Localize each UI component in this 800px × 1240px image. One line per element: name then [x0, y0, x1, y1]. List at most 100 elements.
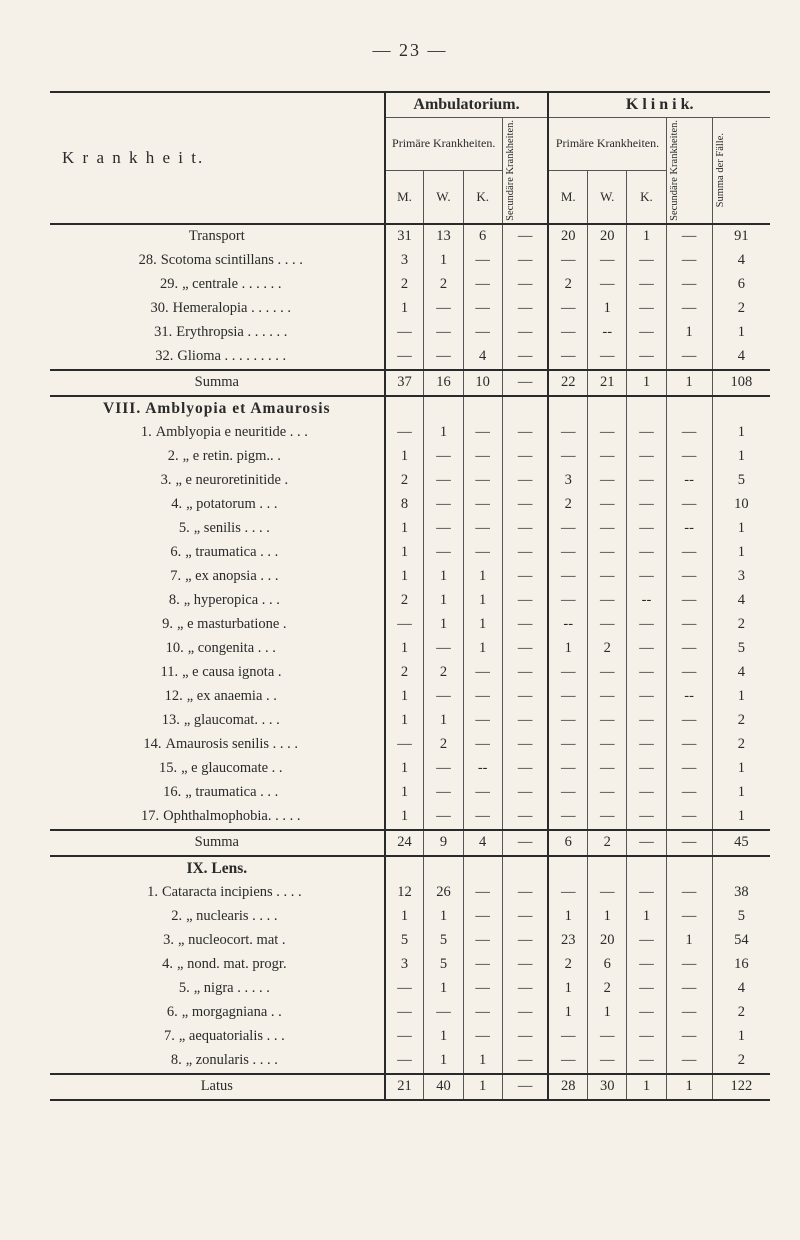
cell: 1 — [627, 370, 666, 396]
cell: 21 — [385, 1074, 424, 1100]
cell: 5 — [712, 637, 770, 661]
cell: — — [666, 421, 712, 445]
table-row: 8.„ zonularis . . . .—11—————2 — [50, 1049, 770, 1074]
cell: — — [424, 637, 463, 661]
cell: — — [588, 469, 627, 493]
table-row: 7.„ ex anopsia . . .111—————3 — [50, 565, 770, 589]
cell: 1 — [712, 421, 770, 445]
cell: -- — [666, 517, 712, 541]
cell: 1 — [463, 565, 502, 589]
table-row: 14.Amaurosis senilis . . . .—2——————2 — [50, 733, 770, 757]
cell: 1 — [712, 685, 770, 709]
cell: — — [588, 493, 627, 517]
cell: — — [588, 1049, 627, 1074]
cell: — — [666, 224, 712, 249]
cell: — — [502, 1049, 548, 1074]
cell: — — [502, 249, 548, 273]
table-row: 9.„ e masturbatione .—11—--———2 — [50, 613, 770, 637]
cell: — — [666, 273, 712, 297]
row-label: 16.„ traumatica . . . — [50, 781, 385, 805]
cell: — — [502, 733, 548, 757]
cell: — — [502, 1025, 548, 1049]
cell: — — [502, 297, 548, 321]
cell: 2 — [712, 297, 770, 321]
cell: 1 — [463, 1074, 502, 1100]
cell: — — [502, 881, 548, 905]
cell — [424, 856, 463, 881]
cell: — — [627, 273, 666, 297]
cell: 1 — [424, 977, 463, 1001]
cell: 5 — [424, 953, 463, 977]
cell: — — [627, 757, 666, 781]
cell: 24 — [385, 830, 424, 856]
cell: — — [627, 541, 666, 565]
cell — [588, 396, 627, 421]
section-heading-row: IX. Lens. — [50, 856, 770, 881]
cell: — — [424, 297, 463, 321]
cell: 1 — [712, 805, 770, 830]
cell: 2 — [588, 830, 627, 856]
cell: 1 — [463, 613, 502, 637]
cell — [548, 396, 587, 421]
cell: 2 — [712, 613, 770, 637]
cell: 1 — [548, 977, 587, 1001]
cell: — — [548, 541, 587, 565]
cell: — — [548, 445, 587, 469]
cell: — — [548, 1025, 587, 1049]
cell: 4 — [463, 345, 502, 370]
cell: — — [548, 1049, 587, 1074]
table-row: 4.„ potatorum . . .8———2———10 — [50, 493, 770, 517]
cell: — — [463, 517, 502, 541]
cell: — — [424, 493, 463, 517]
col-klinik: K l i n i k. — [548, 92, 770, 118]
cell: — — [502, 781, 548, 805]
cell: — — [502, 541, 548, 565]
cell: -- — [548, 613, 587, 637]
table-row: 6.„ morgagniana . .————11——2 — [50, 1001, 770, 1025]
cell: — — [627, 1025, 666, 1049]
row-label: 2.„ e retin. pigm.. . — [50, 445, 385, 469]
cell: 91 — [712, 224, 770, 249]
table-row: 31.Erythropsia . . . . . .—————--—11 — [50, 321, 770, 345]
cell — [548, 856, 587, 881]
cell: — — [463, 421, 502, 445]
cell: — — [502, 905, 548, 929]
cell: 1 — [385, 297, 424, 321]
cell: 1 — [385, 905, 424, 929]
cell: 1 — [588, 905, 627, 929]
cell: 1 — [424, 709, 463, 733]
cell: -- — [666, 469, 712, 493]
cell: 1 — [627, 224, 666, 249]
col-k1: K. — [463, 170, 502, 224]
cell: 37 — [385, 370, 424, 396]
table-row: 15.„ e glaucomate . .1—--—————1 — [50, 757, 770, 781]
cell: — — [463, 781, 502, 805]
cell: 1 — [385, 757, 424, 781]
cell — [385, 396, 424, 421]
cell: — — [627, 493, 666, 517]
cell: — — [385, 1025, 424, 1049]
cell: — — [548, 589, 587, 613]
cell: — — [666, 1025, 712, 1049]
cell: — — [548, 685, 587, 709]
cell: 1 — [588, 1001, 627, 1025]
cell: 3 — [548, 469, 587, 493]
cell: — — [666, 830, 712, 856]
cell: — — [627, 830, 666, 856]
col-ambulatorium: Ambulatorium. — [385, 92, 549, 118]
cell: 20 — [548, 224, 587, 249]
cell: — — [548, 297, 587, 321]
cell: 5 — [385, 929, 424, 953]
row-label: 1.Amblyopia e neuritide . . . — [50, 421, 385, 445]
cell: — — [385, 1001, 424, 1025]
cell: — — [627, 805, 666, 830]
cell: — — [588, 541, 627, 565]
section-heading: IX. Lens. — [50, 856, 385, 881]
cell: — — [385, 1049, 424, 1074]
cell: 26 — [424, 881, 463, 905]
cell: 2 — [712, 1049, 770, 1074]
cell: — — [548, 421, 587, 445]
cell: 1 — [548, 637, 587, 661]
cell: — — [627, 953, 666, 977]
cell: — — [463, 953, 502, 977]
